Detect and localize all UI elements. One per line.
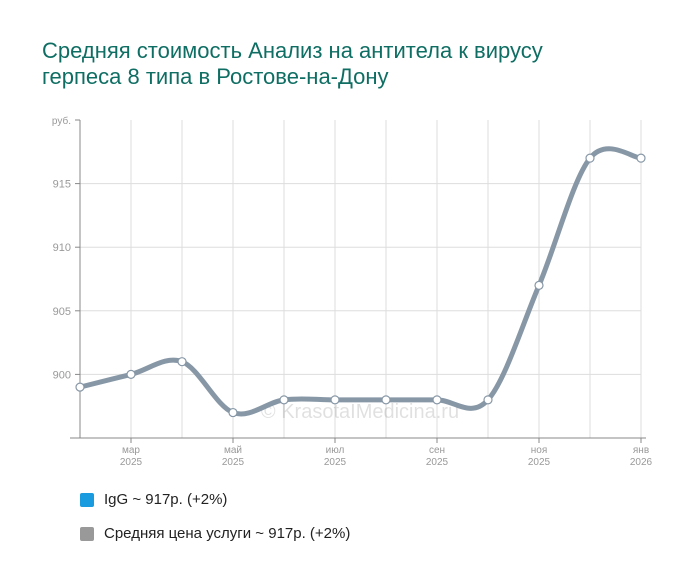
data-point xyxy=(381,395,391,405)
x-tick-label-month: янв xyxy=(633,445,649,456)
y-tick-label: 905 xyxy=(53,306,71,318)
legend-swatch xyxy=(80,526,94,541)
legend-swatch xyxy=(80,492,94,507)
x-tick-label-year: 2025 xyxy=(528,457,551,468)
x-tick-label-month: сен xyxy=(429,445,445,456)
x-tick-label-month: май xyxy=(224,445,242,456)
data-point xyxy=(330,395,340,405)
y-axis-label: руб. xyxy=(52,115,71,127)
legend-item-average[interactable]: Средняя цена услуги ~ 917р. (+2%) xyxy=(80,525,350,542)
data-point xyxy=(585,153,595,163)
legend-label: Средняя цена услуги ~ 917р. (+2%) xyxy=(104,525,351,542)
x-tick-label-month: июл xyxy=(326,445,345,456)
data-point xyxy=(534,280,544,290)
x-tick-label-year: 2025 xyxy=(120,457,143,468)
y-tick-label: 915 xyxy=(53,179,71,191)
x-tick-label-month: ноя xyxy=(531,445,548,456)
y-tick-label: 910 xyxy=(53,242,71,254)
data-point xyxy=(177,357,187,367)
legend-label: IgG ~ 917р. (+2%) xyxy=(104,491,228,508)
data-point xyxy=(636,153,646,163)
x-tick-label-year: 2025 xyxy=(324,457,347,468)
data-point xyxy=(228,407,238,418)
data-point xyxy=(432,395,442,405)
data-point xyxy=(126,369,136,379)
data-point xyxy=(279,395,289,405)
y-tick-label: 900 xyxy=(53,369,71,381)
watermark: © KrasotaIMedicina.ru xyxy=(261,401,459,423)
chart-title: Средняя стоимость Анализ на антитела к в… xyxy=(42,38,543,89)
x-tick-label-year: 2025 xyxy=(222,457,245,468)
data-point xyxy=(483,395,493,405)
data-point xyxy=(75,382,85,392)
x-tick-label-year: 2026 xyxy=(630,457,653,468)
legend-item-igg[interactable]: IgG ~ 917р. (+2%) xyxy=(80,491,227,508)
x-tick-label-year: 2025 xyxy=(426,457,449,468)
x-tick-label-month: мар xyxy=(122,445,140,456)
